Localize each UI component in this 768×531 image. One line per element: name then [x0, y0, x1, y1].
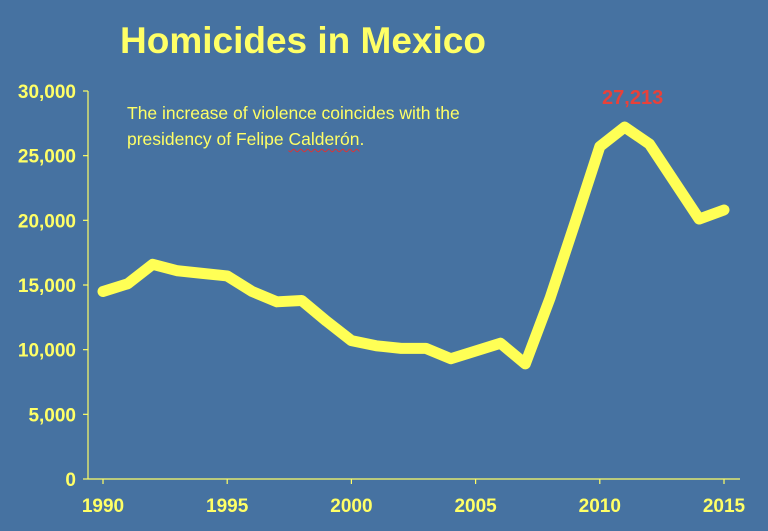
y-tick-label: 20,000	[18, 211, 76, 232]
data-point-2007	[524, 363, 526, 365]
data-point-2002	[400, 347, 402, 349]
peak-data-label: 27,213	[602, 87, 663, 109]
y-tick-label: 5,000	[28, 405, 76, 426]
y-tick-label: 10,000	[18, 341, 76, 362]
chart-title: Homicides in Mexico	[120, 20, 486, 61]
data-point-2005	[475, 350, 477, 352]
data-point-2006	[499, 342, 501, 344]
data-point-2011	[624, 126, 626, 128]
data-point-1999	[326, 320, 328, 322]
homicides-series-line	[97, 121, 730, 370]
data-point-1991	[127, 283, 129, 285]
data-point-1992	[152, 263, 154, 265]
y-tick-label: 30,000	[18, 82, 76, 103]
annotation-text: The increase of violence coincides with …	[127, 100, 567, 152]
data-point-1997	[276, 301, 278, 303]
data-point-2003	[425, 347, 427, 349]
data-point-2014	[698, 218, 700, 220]
annotation-line-1: The increase of violence coincides with …	[127, 103, 460, 123]
annotation-period: .	[359, 129, 365, 149]
data-point-1993	[177, 270, 179, 272]
data-point-2012	[648, 143, 650, 145]
annotation-name: Calderón	[288, 129, 360, 149]
x-tick-label: 1990	[82, 496, 124, 517]
data-point-1990	[102, 290, 104, 292]
data-point-2001	[375, 345, 377, 347]
x-tick-label: 2015	[703, 496, 746, 517]
x-tick-label: 1995	[206, 496, 249, 517]
y-tick-label: 0	[65, 470, 76, 491]
y-tick-label: 25,000	[18, 147, 76, 168]
data-point-2015	[723, 209, 725, 211]
data-point-2009	[574, 222, 576, 224]
data-point-1994	[201, 272, 203, 274]
x-tick-label: 2005	[454, 496, 497, 517]
data-point-2000	[350, 340, 352, 342]
data-point-2008	[549, 297, 551, 299]
data-point-1995	[226, 275, 228, 277]
data-point-2010	[599, 146, 601, 148]
y-tick-label: 15,000	[18, 276, 76, 297]
annotation-line-2: presidency of Felipe	[127, 129, 289, 149]
data-point-2004	[450, 358, 452, 360]
data-point-1998	[301, 300, 303, 302]
x-tick-label: 2000	[330, 496, 372, 517]
x-tick-label: 2010	[579, 496, 621, 517]
data-point-1996	[251, 290, 253, 292]
data-point-2013	[673, 181, 675, 183]
